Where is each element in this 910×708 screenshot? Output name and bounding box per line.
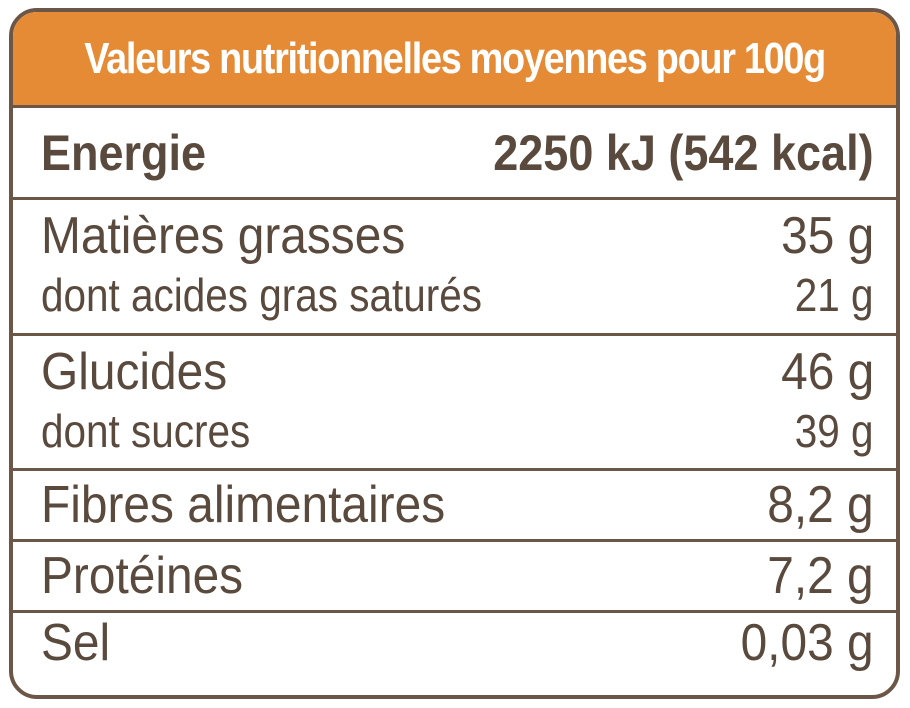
table-header: Valeurs nutritionnelles moyennes pour 10… — [13, 12, 896, 108]
carbohydrate-row: Glucides 46 g dont sucres 39 g — [13, 336, 896, 471]
protein-label: Protéines — [41, 547, 244, 605]
sugars-label: dont sucres — [41, 405, 251, 457]
fibre-row: Fibres alimentaires 8,2 g — [13, 471, 896, 542]
fibre-value: 8,2 g — [767, 476, 874, 534]
saturated-fat-value: 21 g — [795, 269, 874, 321]
energy-row: Energie 2250 kJ (542 kcal) — [13, 108, 896, 200]
salt-label: Sel — [41, 614, 111, 672]
protein-row: Protéines 7,2 g — [13, 542, 896, 613]
fat-label: Matières grasses — [41, 207, 406, 265]
nutrition-table: Valeurs nutritionnelles moyennes pour 10… — [9, 8, 900, 699]
salt-row: Sel 0,03 g — [13, 613, 896, 673]
energy-label: Energie — [41, 124, 207, 181]
protein-value: 7,2 g — [767, 547, 874, 605]
carbohydrate-value: 46 g — [780, 343, 874, 401]
energy-value: 2250 kJ (542 kcal) — [493, 124, 874, 181]
fat-value: 35 g — [780, 207, 874, 265]
saturated-fat-label: dont acides gras saturés — [41, 269, 483, 321]
salt-value: 0,03 g — [740, 614, 874, 672]
fat-row: Matières grasses 35 g dont acides gras s… — [13, 200, 896, 336]
sugars-value: 39 g — [795, 405, 874, 457]
table-title: Valeurs nutritionnelles moyennes pour 10… — [84, 33, 826, 83]
fibre-label: Fibres alimentaires — [41, 476, 446, 534]
carbohydrate-label: Glucides — [41, 343, 228, 401]
